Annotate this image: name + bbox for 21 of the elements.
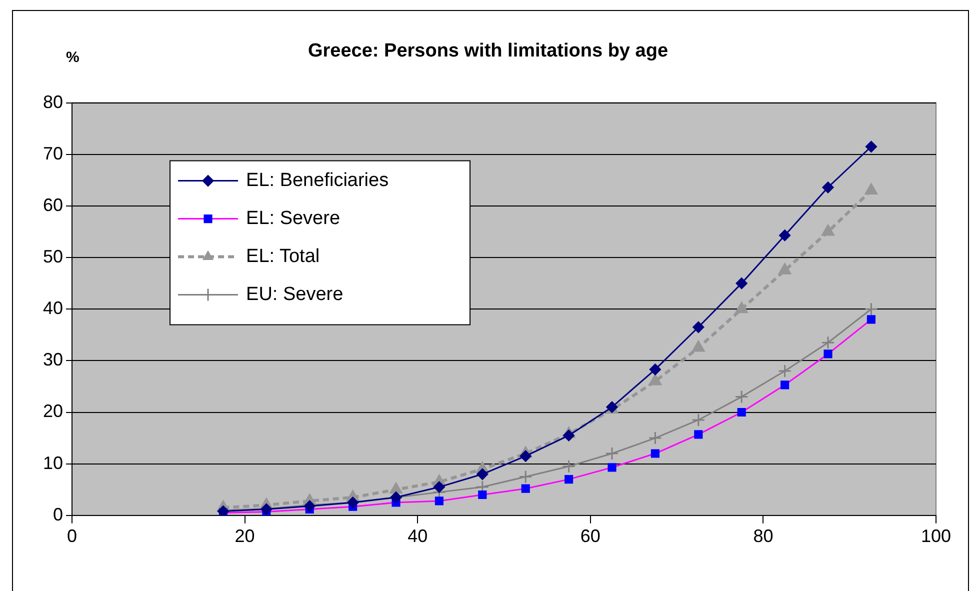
x-tick-label: 80	[753, 526, 774, 546]
x-tick-label: 20	[234, 526, 255, 546]
y-tick-label: 20	[42, 401, 64, 422]
y-tick-label: 60	[42, 194, 64, 215]
y-tick-label: 80	[42, 92, 64, 112]
y-tick-label: 10	[42, 452, 64, 473]
legend-label: EU: Severe	[246, 284, 344, 306]
x-tick-label: 0	[67, 526, 78, 546]
x-tick-label: 60	[580, 526, 600, 546]
y-tick-label: 40	[42, 298, 64, 318]
chart-title: Greece: Persons with limitations by age	[308, 40, 668, 62]
y-tick-label: 30	[42, 350, 64, 370]
x-tick-label: 40	[408, 526, 428, 546]
y-tick-label: 70	[42, 143, 64, 164]
y-tick-label: 0	[53, 504, 64, 524]
legend-label: EL: Total	[246, 246, 320, 268]
y-axis-title: %	[66, 48, 80, 66]
x-tick-label: 100	[920, 526, 952, 546]
legend-label: EL: Beneficiaries	[246, 170, 389, 192]
y-tick-label: 50	[42, 246, 64, 266]
legend-label: EL: Severe	[246, 208, 340, 230]
